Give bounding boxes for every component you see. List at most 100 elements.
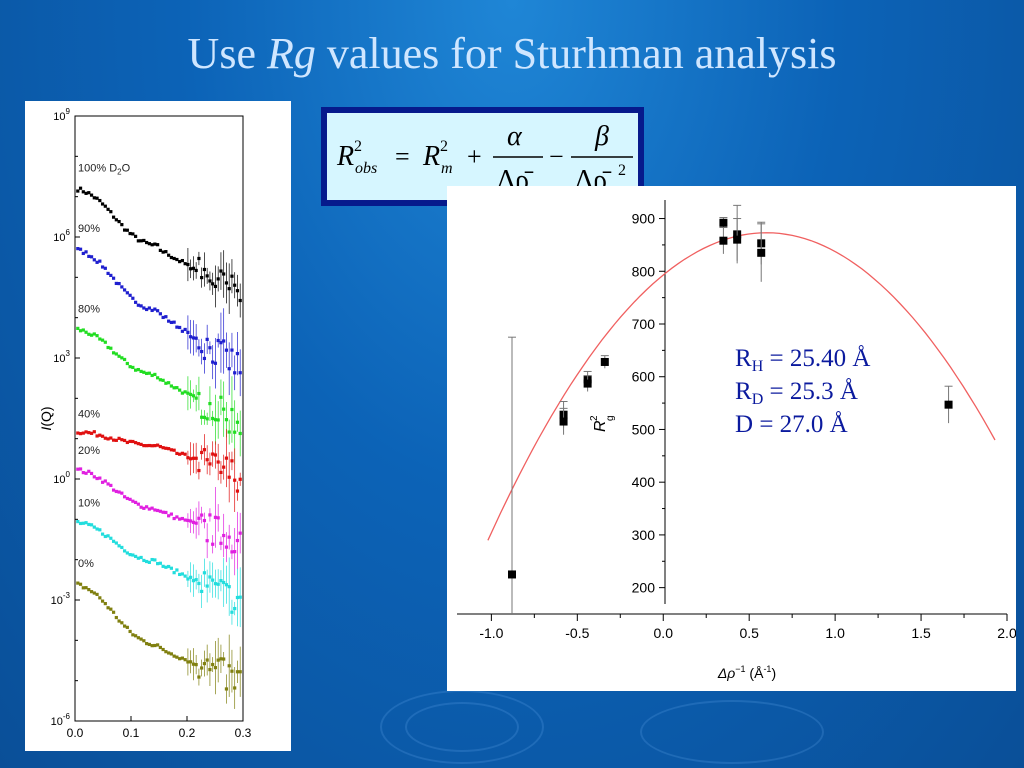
data-point: [180, 258, 184, 263]
data-point: [125, 228, 129, 232]
data-point: [172, 448, 176, 452]
data-point: [178, 657, 182, 661]
data-point: [92, 591, 96, 595]
data-point: [167, 253, 171, 257]
stuhrmann-plot: -1.0 -0.5 0.0 0.5 1.0 1.5 2.0 200 300 400 500 600 70…: [457, 200, 1017, 681]
data-point: [81, 521, 85, 525]
data-point: [191, 520, 196, 524]
saxs-curves-panel: 109 106 103 100 10-3 10-6 0.0 0.1 0.2 0.3 I(Q) 100%…: [25, 101, 291, 751]
data-point: [100, 265, 105, 269]
data-point: [216, 582, 220, 586]
data-point: [227, 287, 231, 291]
data-point: [224, 456, 229, 460]
data-point: [183, 518, 187, 522]
data-point: [142, 558, 146, 563]
data-point: [150, 444, 154, 448]
data-point: [202, 662, 207, 666]
data-point: [205, 337, 209, 341]
data-point: [125, 361, 129, 366]
y-tick-base: 10: [53, 111, 65, 123]
data-point: [235, 538, 240, 543]
data-point: [161, 564, 165, 568]
data-point: [136, 367, 140, 372]
data-point: [211, 416, 215, 421]
y-axis-label: I(Q): [38, 406, 54, 430]
data-point: [125, 440, 129, 445]
data-point: [134, 300, 138, 304]
data-point: [111, 276, 116, 280]
data-point: [161, 250, 165, 254]
data-point: [150, 557, 154, 562]
data-point: [100, 480, 105, 484]
data-point: [222, 533, 226, 538]
data-point: [238, 371, 242, 375]
data-point: [178, 572, 182, 577]
series-label: 10%: [78, 497, 100, 509]
data-point: [147, 507, 151, 511]
data-point: [194, 578, 198, 582]
data-point: [600, 357, 609, 366]
data-point: [81, 586, 85, 590]
formula-plus: +: [467, 142, 482, 171]
data-point: [186, 391, 190, 395]
data-point: [235, 489, 240, 493]
annotation-value: = 25.3 Å: [763, 378, 858, 405]
data-point: [208, 462, 212, 466]
data-point: [95, 592, 99, 597]
data-point: [95, 196, 99, 200]
data-point: [120, 621, 124, 625]
data-point: [213, 453, 218, 457]
data-point: [169, 255, 173, 260]
data-point: [84, 521, 88, 525]
data-point: [222, 339, 226, 343]
data-point: [191, 579, 196, 583]
data-point: [235, 670, 240, 674]
series-label-name: 100% D: [78, 163, 117, 175]
formula-lhs-sup: 2: [354, 138, 362, 155]
data-point: [134, 234, 138, 238]
saxs-series: [76, 247, 242, 397]
data-point: [103, 534, 107, 539]
data-point: [145, 505, 149, 509]
data-point: [117, 490, 121, 494]
data-point: [178, 325, 182, 330]
y-tick-label: 200: [632, 580, 656, 596]
data-point: [78, 432, 83, 436]
data-point: [92, 332, 96, 336]
data-point: [131, 365, 135, 370]
data-point: [84, 586, 88, 590]
radius-annotation: RD = 25.3 Å: [735, 378, 858, 408]
data-point: [128, 629, 132, 634]
data-point: [139, 637, 143, 641]
data-point: [238, 298, 242, 303]
data-point: [111, 351, 116, 355]
data-point: [122, 228, 127, 232]
data-point: [142, 506, 146, 510]
data-point: [213, 515, 218, 519]
series-label-name: 0%: [78, 558, 94, 570]
data-point: [150, 243, 154, 247]
saxs-series: [76, 326, 242, 465]
data-point: [508, 570, 516, 579]
data-point: [117, 281, 121, 286]
data-point: [208, 575, 212, 579]
data-point: [202, 267, 207, 272]
data-point: [131, 296, 135, 300]
data-point: [219, 541, 223, 545]
x-tick-label: 1.0: [825, 625, 845, 641]
data-point: [76, 189, 80, 193]
data-point: [211, 452, 215, 456]
data-point: [120, 223, 124, 227]
decorative-ripple: [640, 700, 824, 764]
data-point: [98, 433, 102, 437]
data-point: [167, 564, 171, 569]
data-point: [145, 444, 149, 448]
data-point: [106, 345, 110, 350]
data-point: [76, 581, 80, 585]
data-point: [120, 356, 124, 360]
data-point: [89, 590, 94, 594]
data-point: [142, 639, 146, 643]
data-point: [98, 259, 102, 263]
annotation-label: D: [735, 411, 753, 438]
